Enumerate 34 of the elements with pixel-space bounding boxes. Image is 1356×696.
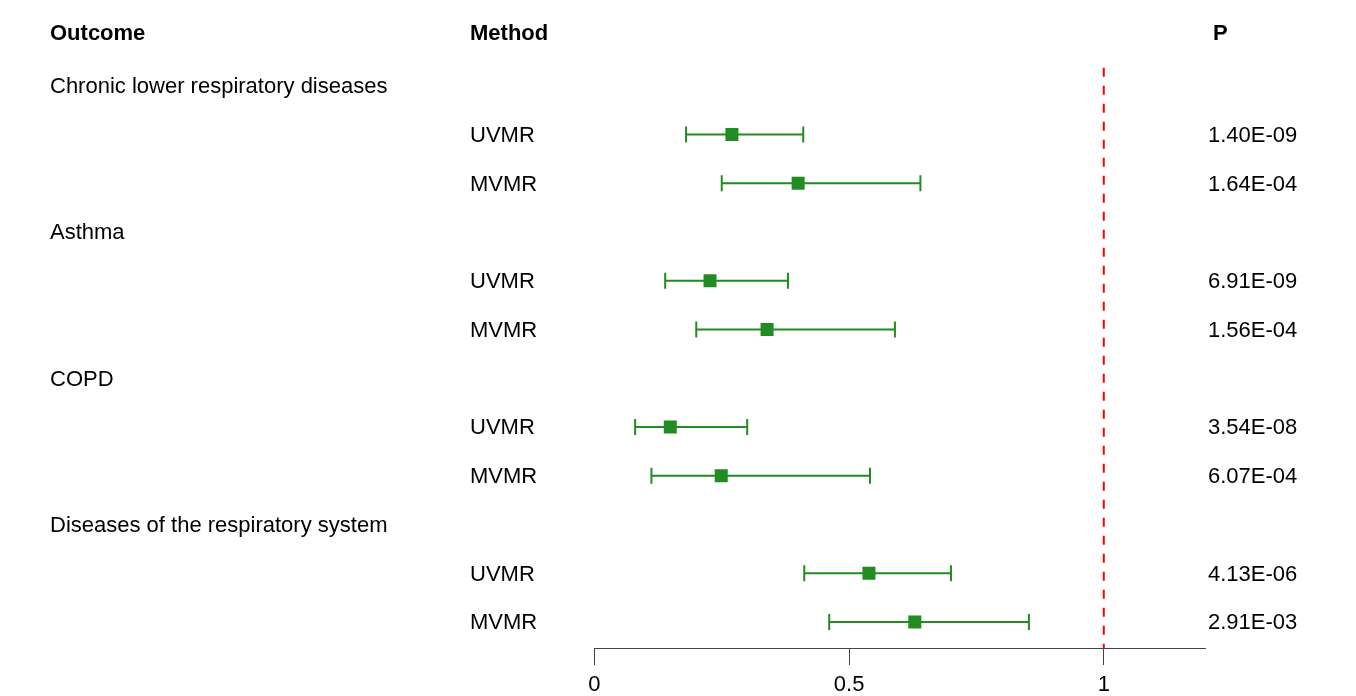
point bbox=[714, 469, 728, 483]
y-axis-title: Method bbox=[470, 20, 549, 45]
y-tick-label: MVMR bbox=[470, 171, 538, 196]
y2-tick-label: 2.91E-03 bbox=[1208, 609, 1298, 634]
x-tick-label: 0.5 bbox=[833, 671, 865, 696]
y2-tick-label: 6.07E-04 bbox=[1208, 463, 1298, 488]
text: COPD bbox=[50, 366, 114, 391]
point bbox=[862, 566, 876, 580]
y2-tick-label: 6.91E-09 bbox=[1208, 268, 1298, 293]
y2-tick-label: 4.13E-06 bbox=[1208, 561, 1298, 586]
y-tick-label: UVMR bbox=[470, 268, 535, 293]
point bbox=[725, 127, 739, 141]
y-tick-label: MVMR bbox=[470, 317, 538, 342]
y-tick-label: MVMR bbox=[470, 463, 538, 488]
y2-tick-label: 1.64E-04 bbox=[1208, 171, 1298, 196]
point bbox=[791, 176, 805, 190]
text: Diseases of the respiratory system bbox=[50, 512, 388, 537]
y-tick-label: MVMR bbox=[470, 609, 538, 634]
x-tick-label: 0 bbox=[588, 671, 601, 696]
y2-tick-label: 3.54E-08 bbox=[1208, 414, 1298, 439]
y2-axis-title: P bbox=[1213, 20, 1228, 45]
point bbox=[760, 322, 774, 336]
y-tick-label: UVMR bbox=[470, 122, 535, 147]
text: Chronic lower respiratory diseases bbox=[50, 73, 388, 98]
y-tick-label: UVMR bbox=[470, 414, 535, 439]
y2-tick-label: 1.40E-09 bbox=[1208, 122, 1298, 147]
x-tick-label: 1 bbox=[1097, 671, 1110, 696]
point bbox=[908, 615, 922, 629]
point bbox=[703, 274, 717, 288]
y2-tick-label: 1.56E-04 bbox=[1208, 317, 1298, 342]
text: Outcome bbox=[50, 20, 146, 45]
text: Asthma bbox=[50, 219, 126, 244]
point bbox=[663, 420, 677, 434]
y-tick-label: UVMR bbox=[470, 561, 535, 586]
